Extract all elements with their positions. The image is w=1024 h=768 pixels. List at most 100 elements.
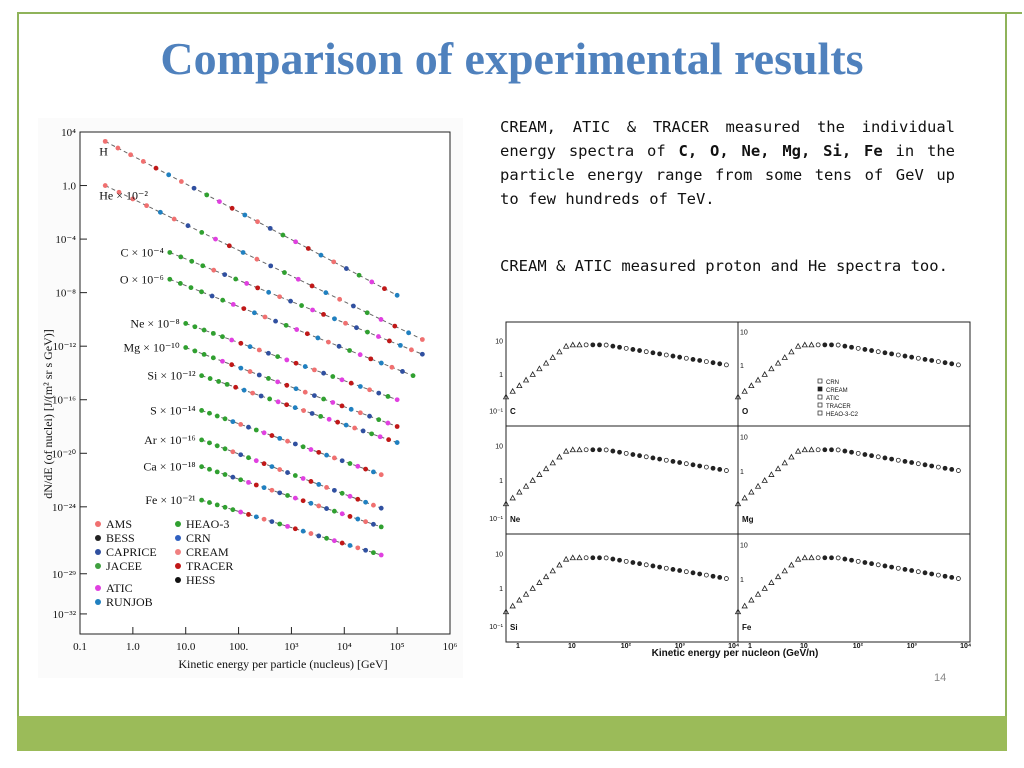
data-point bbox=[207, 466, 212, 472]
data-point bbox=[394, 424, 400, 429]
data-point bbox=[516, 488, 523, 495]
data-point bbox=[617, 557, 622, 563]
data-point bbox=[277, 490, 283, 496]
data-point bbox=[902, 566, 908, 572]
data-point bbox=[902, 458, 908, 464]
data-point bbox=[942, 360, 948, 366]
data-point bbox=[253, 482, 259, 488]
data-point bbox=[339, 377, 345, 383]
data-point bbox=[536, 579, 543, 585]
data-point bbox=[637, 561, 642, 567]
data-point bbox=[623, 450, 629, 456]
data-point bbox=[754, 590, 762, 597]
data-point bbox=[502, 500, 510, 507]
data-point bbox=[339, 403, 345, 409]
data-point bbox=[222, 446, 228, 452]
data-point bbox=[183, 345, 189, 350]
data-point bbox=[300, 444, 306, 450]
y-tick-label: 10⁴ bbox=[61, 127, 76, 139]
data-point bbox=[516, 382, 523, 389]
data-point bbox=[597, 555, 602, 561]
data-point bbox=[741, 387, 748, 394]
data-point bbox=[254, 256, 260, 262]
data-point bbox=[312, 393, 317, 399]
y-tick-label: 10⁻¹ bbox=[489, 624, 503, 631]
x-tick-label: 10⁴ bbox=[728, 643, 740, 650]
data-point bbox=[261, 430, 267, 436]
data-point bbox=[199, 373, 205, 379]
data-point bbox=[522, 482, 530, 489]
data-point bbox=[623, 558, 629, 564]
data-point bbox=[650, 455, 656, 461]
data-point bbox=[331, 259, 337, 265]
data-point bbox=[292, 405, 298, 411]
data-point bbox=[363, 466, 369, 472]
data-point bbox=[794, 555, 802, 562]
data-point bbox=[288, 298, 293, 304]
data-point bbox=[788, 348, 795, 355]
data-point bbox=[378, 552, 384, 558]
data-point bbox=[869, 453, 874, 459]
data-point bbox=[356, 272, 362, 278]
x-tick-label: 10⁴ bbox=[337, 641, 352, 653]
data-point bbox=[949, 575, 955, 580]
data-point bbox=[177, 281, 183, 286]
data-point bbox=[663, 457, 669, 463]
data-point bbox=[371, 502, 376, 508]
data-point bbox=[597, 342, 602, 348]
data-point bbox=[363, 499, 369, 505]
data-point bbox=[394, 292, 400, 298]
data-point bbox=[829, 447, 834, 453]
data-point bbox=[367, 387, 372, 393]
series-label: Ca × 10⁻¹⁸ bbox=[143, 460, 195, 474]
data-point bbox=[331, 508, 337, 514]
data-point bbox=[723, 362, 729, 368]
data-point bbox=[371, 469, 376, 475]
data-point bbox=[292, 526, 298, 532]
data-point bbox=[569, 341, 576, 348]
data-point bbox=[140, 159, 146, 164]
data-point bbox=[304, 331, 310, 337]
data-point bbox=[748, 488, 755, 495]
data-point bbox=[909, 568, 915, 573]
data-point bbox=[308, 447, 314, 452]
data-point bbox=[255, 219, 260, 225]
data-point bbox=[410, 373, 416, 379]
data-point bbox=[610, 556, 616, 562]
x-tick-label: 10³ bbox=[675, 643, 686, 650]
data-point bbox=[233, 384, 239, 390]
data-point bbox=[238, 477, 244, 483]
y-tick-label: 10⁻²⁰ bbox=[51, 448, 76, 460]
data-point bbox=[690, 356, 696, 362]
data-point bbox=[808, 554, 815, 561]
data-point bbox=[643, 562, 649, 568]
data-point bbox=[343, 320, 348, 326]
data-point bbox=[902, 353, 908, 359]
data-point bbox=[929, 358, 935, 363]
data-point bbox=[332, 316, 337, 322]
data-point bbox=[347, 461, 353, 466]
data-point bbox=[875, 454, 881, 460]
legend-label: AMS bbox=[106, 517, 132, 531]
data-point bbox=[717, 361, 723, 367]
data-point bbox=[922, 462, 928, 468]
data-point bbox=[603, 447, 609, 453]
data-point bbox=[269, 487, 275, 493]
data-point bbox=[382, 286, 387, 292]
data-point bbox=[282, 270, 287, 275]
x-tick-label: 10⁶ bbox=[443, 641, 458, 653]
data-point bbox=[207, 500, 212, 505]
data-point bbox=[244, 281, 250, 286]
data-point bbox=[915, 461, 921, 467]
legend-marker bbox=[95, 549, 101, 555]
data-point bbox=[734, 393, 742, 400]
panel-label: Mg bbox=[742, 515, 754, 524]
x-tick-label: 10.0 bbox=[176, 641, 196, 653]
data-point bbox=[761, 477, 768, 483]
data-point bbox=[371, 550, 376, 556]
data-point bbox=[130, 196, 136, 202]
data-point bbox=[292, 473, 298, 478]
data-point bbox=[365, 329, 370, 335]
data-point bbox=[343, 266, 349, 271]
y-tick-label: 10 bbox=[495, 339, 503, 346]
